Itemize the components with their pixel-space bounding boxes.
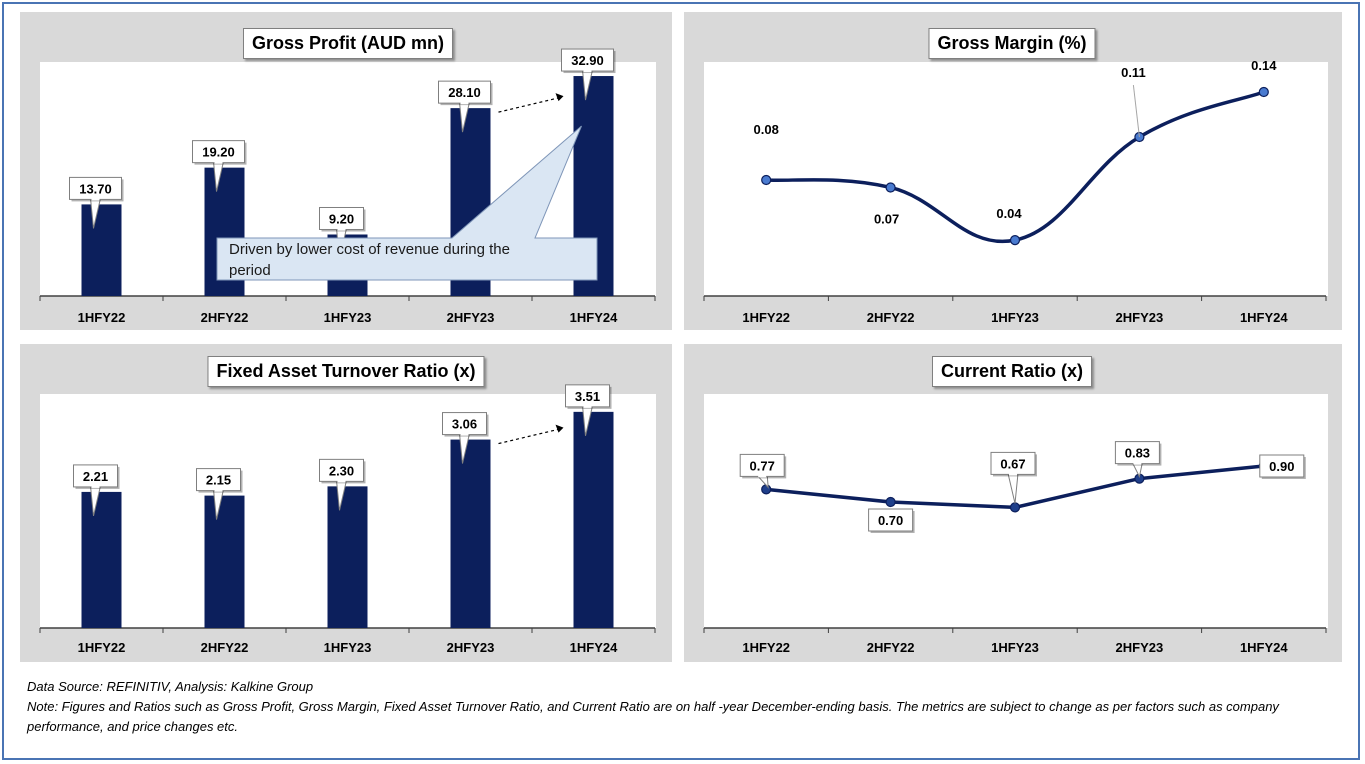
fixed-asset-turnover-bar xyxy=(450,439,491,628)
gross-profit-data-label: 28.10 xyxy=(448,85,481,100)
note-text: Note: Figures and Ratios such as Gross P… xyxy=(27,699,1279,734)
current-ratio-x-tick-label: 1HFY22 xyxy=(742,640,790,655)
fixed-asset-turnover-data-label-group: 2.21 xyxy=(73,464,120,517)
gross-profit-x-tick-label: 2HFY22 xyxy=(201,310,249,325)
fixed-asset-turnover-data-label-group: 2.15 xyxy=(196,468,243,520)
gross-profit-title: Gross Profit (AUD mn) xyxy=(242,28,454,59)
fixed-asset-turnover-data-label: 2.15 xyxy=(206,473,231,488)
gross-profit-x-tick-label: 1HFY24 xyxy=(570,310,618,325)
current-ratio-data-label-pointer xyxy=(1007,472,1019,504)
current-ratio-data-label-group: 0.90 xyxy=(1259,454,1306,479)
current-ratio-data-label-box xyxy=(868,508,914,532)
gross-profit-x-tick-label: 1HFY23 xyxy=(324,310,372,325)
gross-profit-chart: 1HFY22 2HFY22 1HFY23 2HFY23 1HFY24 13.70 19.20… xyxy=(39,48,656,325)
fixed-asset-turnover-bar xyxy=(327,486,368,628)
gross-margin-marker xyxy=(1258,86,1269,98)
data-source-text: Data Source: REFINITIV, Analysis: Kalkin… xyxy=(27,679,314,694)
gross-profit-data-label: 13.70 xyxy=(79,181,112,196)
fixed-asset-turnover-x-tick-label: 1HFY23 xyxy=(324,640,372,655)
gross-margin-chart: 1HFY22 2HFY22 1HFY23 2HFY23 1HFY24 0.08 0.07 0.… xyxy=(703,58,1327,325)
current-ratio-data-label-group: 0.70 xyxy=(868,508,915,533)
footer: Data Source: REFINITIV, Analysis: Kalkin… xyxy=(27,677,1347,737)
current-ratio-data-label: 0.83 xyxy=(1125,446,1150,461)
current-ratio-data-label: 0.70 xyxy=(878,513,903,528)
gross-profit-x-tick-label: 2HFY23 xyxy=(447,310,495,325)
gross-profit-bar xyxy=(81,204,122,296)
current-ratio-data-label-group: 0.83 xyxy=(1114,441,1162,479)
gross-margin-x-tick-label: 2HFY23 xyxy=(1116,310,1164,325)
current-ratio-data-label-group: 0.67 xyxy=(990,451,1037,504)
fixed-asset-turnover-x-tick-label: 1HFY22 xyxy=(78,640,126,655)
current-ratio-x-tick-label: 2HFY22 xyxy=(867,640,915,655)
fixed-asset-turnover-title: Fixed Asset Turnover Ratio (x) xyxy=(207,356,485,387)
gross-margin-panel: 1HFY22 2HFY22 1HFY23 2HFY23 1HFY24 0.08 0.07 0.… xyxy=(684,12,1342,330)
fixed-asset-turnover-data-label: 3.06 xyxy=(452,417,477,432)
fixed-asset-turnover-trend-arrowhead xyxy=(555,424,564,433)
gross-profit-annotation-callout xyxy=(216,125,598,281)
gross-margin-data-label: 0.07 xyxy=(874,211,899,226)
gross-margin-x-tick-label: 1HFY24 xyxy=(1240,310,1288,325)
fixed-asset-turnover-trend-arrow xyxy=(498,428,558,445)
gross-profit-data-label: 32.90 xyxy=(571,53,604,68)
fixed-asset-turnover-data-label-group: 3.51 xyxy=(565,384,612,436)
gross-profit-annotation-line: Driven by lower cost of revenue during t… xyxy=(229,241,510,258)
gross-profit-x-tick-label: 1HFY22 xyxy=(78,310,126,325)
gross-margin-marker xyxy=(761,174,772,186)
current-ratio-data-label: 0.90 xyxy=(1269,459,1294,474)
fixed-asset-turnover-x-tick-label: 2HFY23 xyxy=(447,640,495,655)
fixed-asset-turnover-data-label-group: 2.30 xyxy=(319,458,366,511)
current-ratio-marker xyxy=(885,496,896,508)
gross-margin-marker xyxy=(885,182,896,193)
gross-margin-x-tick-label: 1HFY23 xyxy=(991,310,1039,325)
fixed-asset-turnover-x-tick-label: 2HFY22 xyxy=(201,640,249,655)
current-ratio-x-tick-label: 1HFY24 xyxy=(1240,640,1288,655)
current-ratio-marker xyxy=(1009,502,1021,513)
fixed-asset-turnover-x-tick-label: 1HFY24 xyxy=(570,640,618,655)
gross-margin-data-label: 0.14 xyxy=(1251,58,1277,73)
gross-margin-x-tick-label: 1HFY22 xyxy=(742,310,790,325)
gross-profit-data-label-group: 13.70 xyxy=(69,176,124,229)
gross-margin-data-label: 0.11 xyxy=(1121,65,1146,80)
gross-margin-data-label: 0.04 xyxy=(996,206,1022,221)
gross-profit-data-label-group: 19.20 xyxy=(192,140,247,192)
gross-profit-annotation-text: Driven by lower cost of revenue during t… xyxy=(229,241,510,279)
current-ratio-data-label-group: 0.77 xyxy=(739,453,787,489)
fixed-asset-turnover-panel: 1HFY22 2HFY22 1HFY23 2HFY23 1HFY24 2.21 2.15 2.… xyxy=(20,344,672,662)
gross-profit-data-label: 9.20 xyxy=(329,211,354,226)
current-ratio-title: Current Ratio (x) xyxy=(931,356,1093,387)
fixed-asset-turnover-data-label: 3.51 xyxy=(575,389,600,404)
fixed-asset-turnover-bar xyxy=(573,411,614,628)
fixed-asset-turnover-bar xyxy=(81,491,122,628)
fixed-asset-turnover-data-label-group: 3.06 xyxy=(442,412,489,464)
current-ratio-marker xyxy=(761,484,772,495)
gross-margin-x-tick-label: 2HFY22 xyxy=(867,310,915,325)
gross-profit-trend-arrowhead xyxy=(555,93,564,102)
fixed-asset-turnover-data-label: 2.21 xyxy=(83,469,108,484)
fixed-asset-turnover-chart: 1HFY22 2HFY22 1HFY23 2HFY23 1HFY24 2.21 2.15 2.… xyxy=(39,384,656,655)
current-ratio-panel: 1HFY22 2HFY22 1HFY23 2HFY23 1HFY24 0.77 0.70 0.… xyxy=(684,344,1342,662)
gross-profit-data-label: 19.20 xyxy=(202,145,235,160)
current-ratio-data-label-box xyxy=(1259,454,1305,478)
current-ratio-x-tick-label: 1HFY23 xyxy=(991,640,1039,655)
gross-margin-leader-line xyxy=(1132,84,1140,138)
current-ratio-x-tick-label: 2HFY23 xyxy=(1116,640,1164,655)
current-ratio-chart: 1HFY22 2HFY22 1HFY23 2HFY23 1HFY24 0.77 0.70 0.… xyxy=(703,441,1327,655)
current-ratio-data-label: 0.67 xyxy=(1000,456,1025,471)
gross-margin-marker xyxy=(1009,235,1021,246)
fixed-asset-turnover-data-label: 2.30 xyxy=(329,463,354,478)
fixed-asset-turnover-bar xyxy=(204,495,245,628)
current-ratio-data-label: 0.77 xyxy=(750,458,775,473)
gross-profit-data-label-group: 28.10 xyxy=(438,80,493,133)
gross-margin-title: Gross Margin (%) xyxy=(928,28,1096,59)
gross-margin-data-label: 0.08 xyxy=(754,122,779,137)
gross-profit-data-label-group: 32.90 xyxy=(561,48,616,101)
gross-profit-trend-arrow xyxy=(498,97,558,113)
gross-profit-panel: 1HFY22 2HFY22 1HFY23 2HFY23 1HFY24 13.70 19.20… xyxy=(20,12,672,330)
gross-profit-annotation-line: period xyxy=(229,262,271,279)
